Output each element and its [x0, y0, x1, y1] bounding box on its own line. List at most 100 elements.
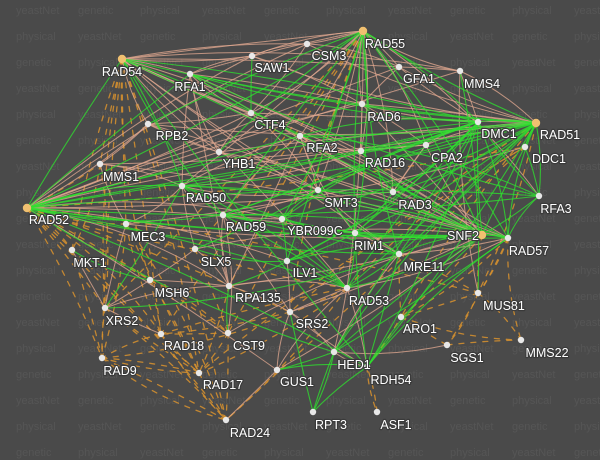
node-sgs1[interactable] — [443, 341, 451, 349]
edge-genetic — [400, 122, 537, 318]
node-rfa3[interactable] — [535, 192, 543, 200]
watermark-text: physical — [16, 109, 56, 121]
node-rad18[interactable] — [157, 330, 165, 338]
node-mms4[interactable] — [456, 67, 464, 75]
node-aro1[interactable] — [397, 313, 405, 321]
node-rfa1[interactable] — [186, 70, 194, 78]
watermark-text: genetic — [512, 265, 548, 277]
node-label-sgs1: SGS1 — [450, 351, 483, 365]
watermark-text: physical — [574, 31, 600, 43]
edge-physical — [181, 73, 191, 187]
edge-genetic — [198, 332, 229, 374]
node-mre11[interactable] — [395, 250, 403, 258]
edge-layer — [26, 30, 541, 421]
watermark-text: physical — [16, 343, 56, 355]
node-csm3[interactable] — [303, 40, 311, 48]
node-mkt1[interactable] — [68, 246, 76, 254]
node-rad55[interactable] — [358, 26, 368, 36]
edge-genetic — [101, 357, 227, 421]
node-rim1[interactable] — [351, 229, 359, 237]
node-ybr099c[interactable] — [278, 215, 286, 223]
node-mec3[interactable] — [122, 220, 130, 228]
node-ddc1[interactable] — [521, 143, 529, 151]
watermark-text: genetic — [16, 447, 52, 459]
node-rad3[interactable] — [389, 188, 397, 196]
node-rpt3[interactable] — [309, 408, 317, 416]
edge-yeastnet — [398, 121, 479, 255]
node-rad17[interactable] — [195, 369, 203, 377]
node-rpa135[interactable] — [225, 282, 233, 290]
edge-yeastnet — [333, 234, 483, 353]
node-label-ctf4: CTF4 — [254, 118, 285, 132]
node-cpa2[interactable] — [422, 141, 430, 149]
watermark-text: genetic — [512, 109, 548, 121]
node-yhb1[interactable] — [215, 148, 223, 156]
watermark-text: physical — [78, 57, 118, 69]
watermark-text: genetic — [202, 369, 238, 381]
node-rad53[interactable] — [343, 284, 351, 292]
edge-yeastnet — [189, 73, 479, 123]
watermark-text: yeastNet — [78, 343, 121, 355]
edge-physical — [289, 311, 335, 353]
node-cst9[interactable] — [224, 329, 232, 337]
node-rad59[interactable] — [219, 211, 227, 219]
node-label-rad9: RAD9 — [103, 364, 136, 378]
edge-yeastnet — [281, 218, 356, 234]
edge-yeastnet — [362, 30, 537, 124]
node-hed1[interactable] — [330, 348, 338, 356]
node-rad9[interactable] — [98, 354, 106, 362]
edge-yeastnet — [312, 366, 368, 413]
node-srs2[interactable] — [286, 308, 294, 316]
watermark-text: genetic — [326, 421, 362, 433]
node-mms1[interactable] — [96, 160, 104, 168]
node-smt3[interactable] — [314, 186, 322, 194]
node-asf1[interactable] — [373, 408, 381, 416]
node-snf2[interactable] — [477, 230, 487, 240]
node-rfa2[interactable] — [296, 132, 304, 140]
node-rdh54[interactable] — [363, 363, 371, 371]
watermark-text: physical — [202, 421, 242, 433]
node-ilv1[interactable] — [283, 257, 291, 265]
edge-genetic — [160, 333, 227, 421]
node-gus1[interactable] — [273, 366, 281, 374]
node-saw1[interactable] — [248, 52, 256, 60]
edge-yeastnet — [366, 253, 400, 368]
node-rad57[interactable] — [504, 234, 512, 242]
node-rad50[interactable] — [178, 182, 186, 190]
node-rad24[interactable] — [222, 416, 230, 424]
edge-physical — [149, 279, 230, 287]
watermark-text: yeastNet — [264, 421, 307, 433]
node-label-rad54: RAD54 — [102, 65, 142, 79]
edge-physical — [189, 73, 220, 153]
node-label-ddc1: DDC1 — [532, 152, 566, 166]
node-ctf4[interactable] — [247, 109, 255, 117]
node-rad6[interactable] — [358, 100, 366, 108]
node-xrs2[interactable] — [101, 304, 109, 312]
node-rad51[interactable] — [531, 118, 541, 128]
watermark-text: yeastNet — [78, 109, 121, 121]
edge-physical — [289, 287, 348, 313]
node-dmc1[interactable] — [474, 118, 482, 126]
edge-physical — [189, 73, 363, 105]
node-gfa1[interactable] — [395, 63, 403, 71]
edge-genetic — [26, 207, 229, 334]
node-label-rpt3: RPT3 — [315, 418, 347, 432]
node-rad52[interactable] — [22, 203, 32, 213]
edge-yeastnet — [333, 122, 537, 353]
edge-genetic — [121, 58, 200, 374]
node-rpb2[interactable] — [144, 120, 152, 128]
node-rad16[interactable] — [357, 147, 365, 155]
node-msh6[interactable] — [146, 276, 154, 284]
node-mus81[interactable] — [474, 289, 482, 297]
edge-genetic — [125, 223, 227, 421]
edge-genetic — [446, 339, 522, 346]
edge-physical — [121, 58, 149, 125]
node-rad54[interactable] — [117, 54, 127, 64]
node-layer[interactable] — [22, 26, 543, 424]
node-label-asf1: ASF1 — [380, 418, 411, 432]
node-mms22[interactable] — [517, 336, 525, 344]
watermark-text: genetic — [78, 5, 114, 17]
node-slx5[interactable] — [191, 245, 199, 253]
